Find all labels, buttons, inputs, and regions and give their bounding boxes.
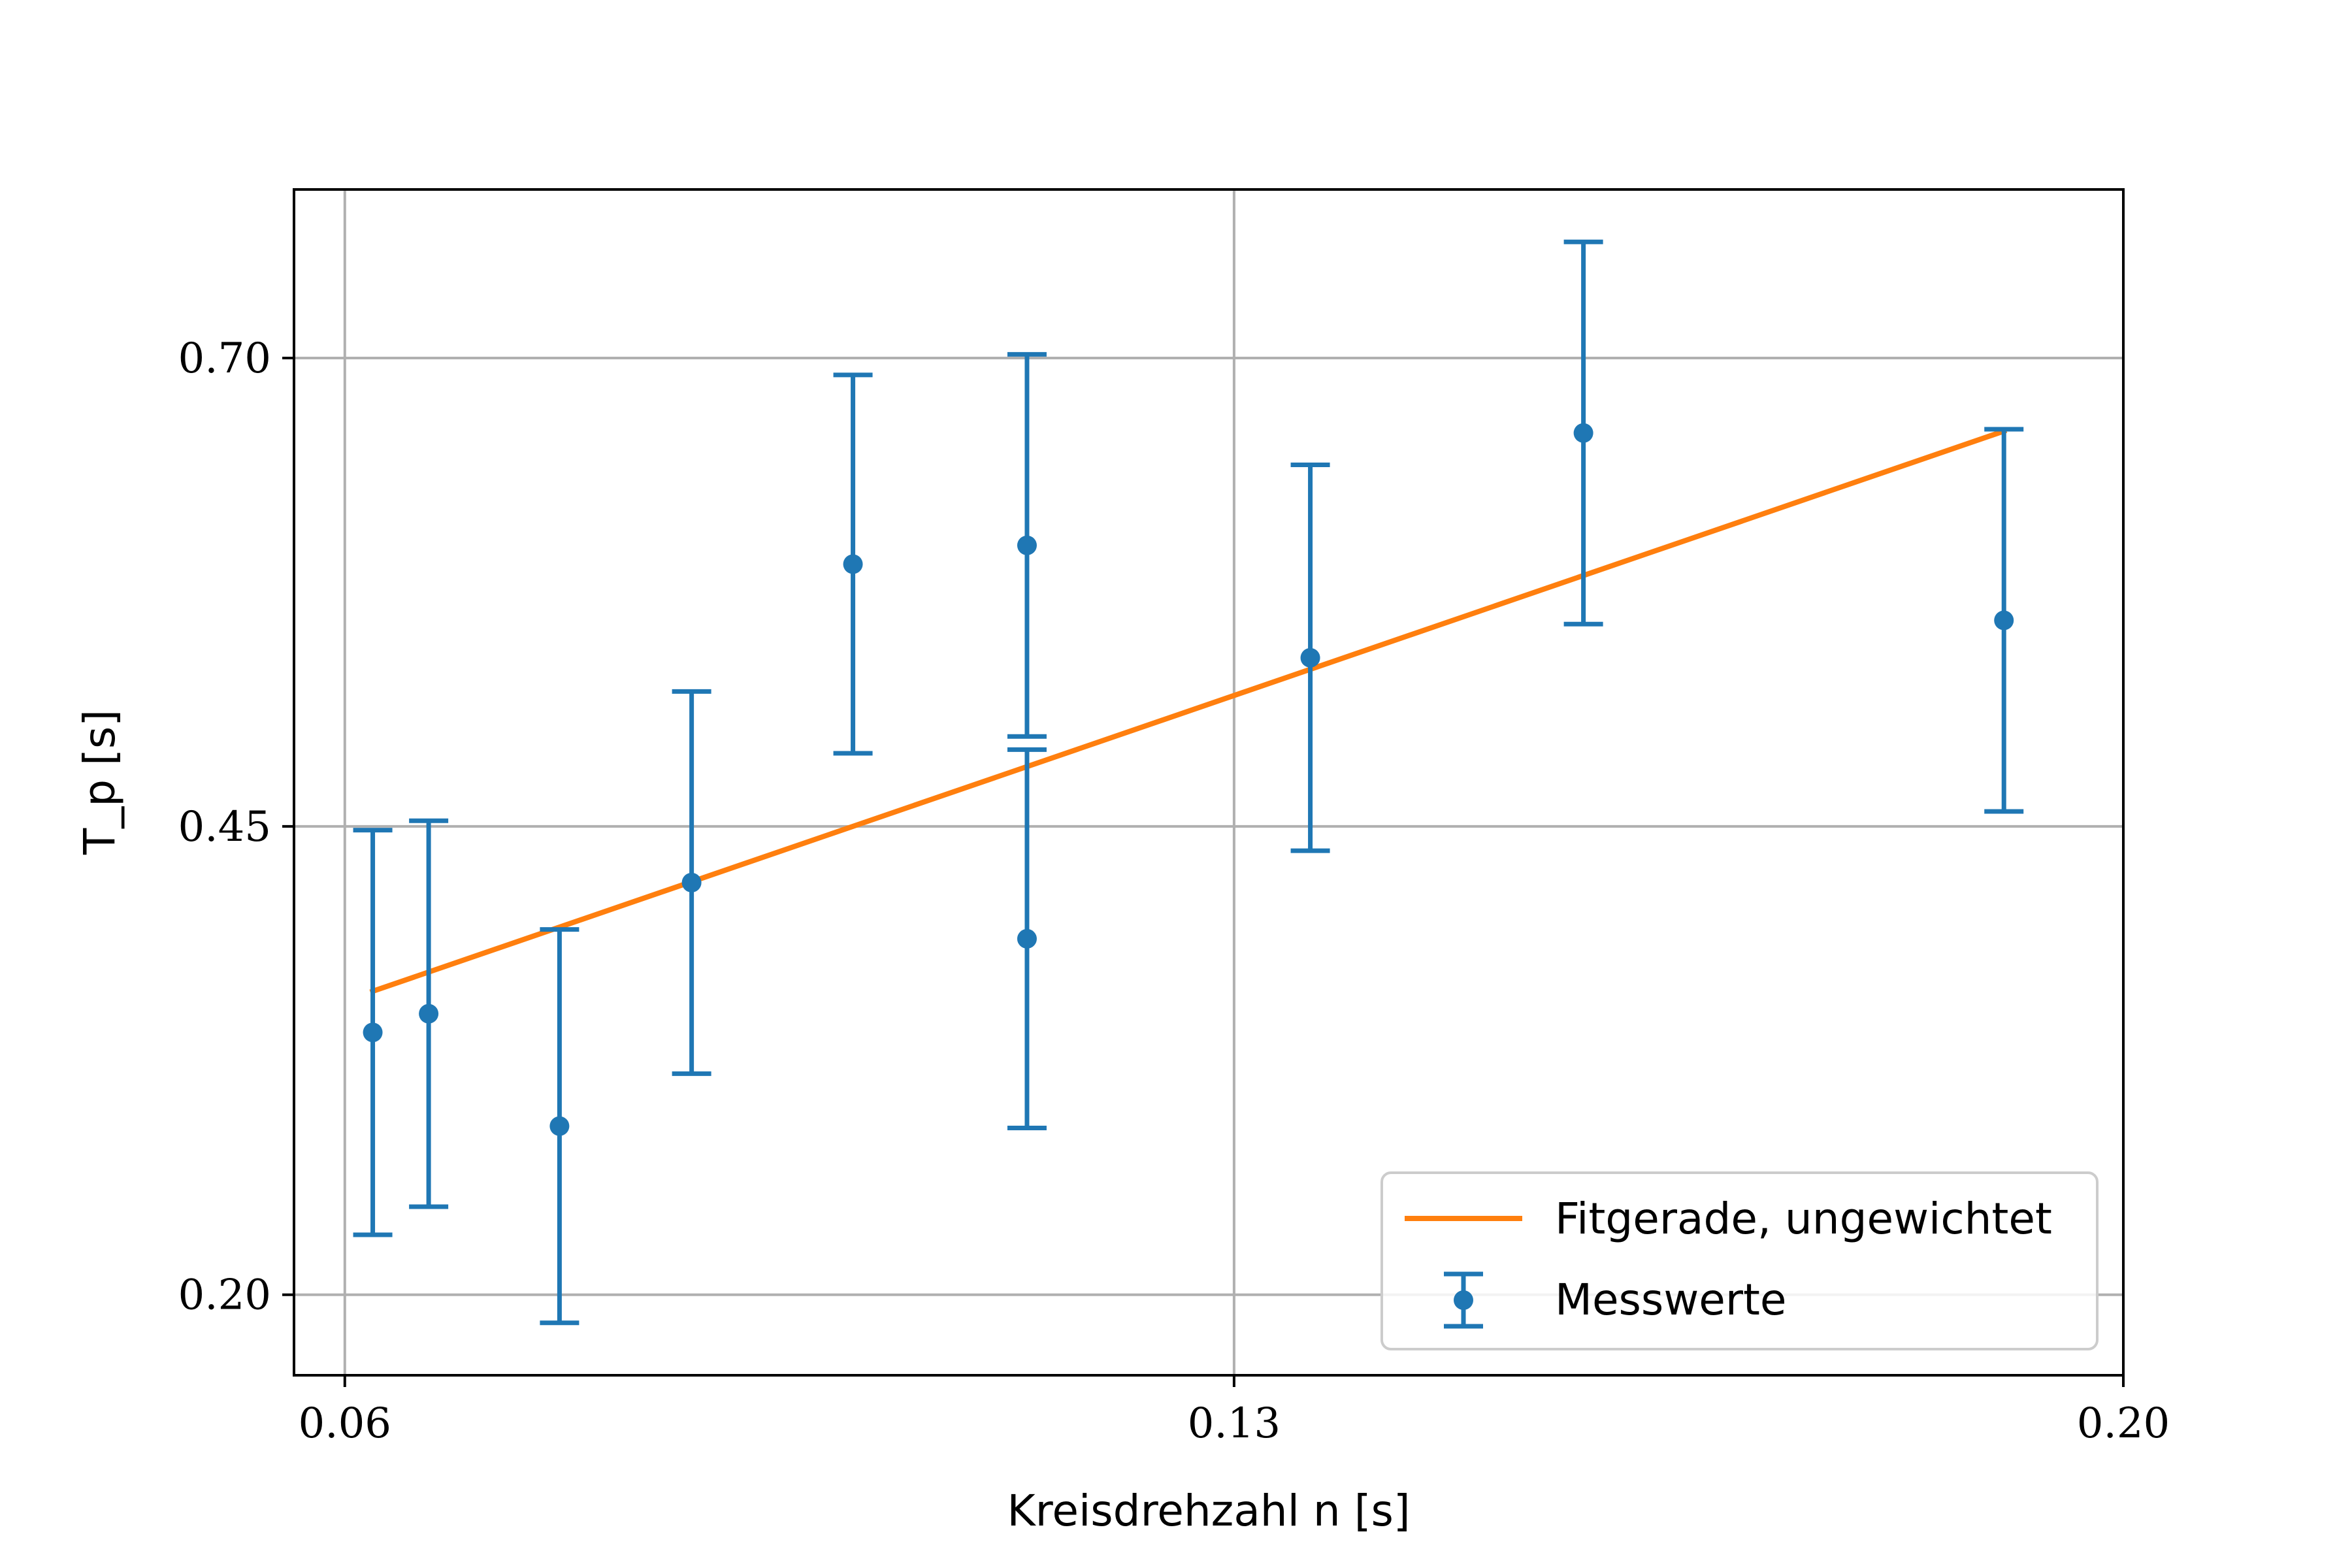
point-marker	[1994, 610, 2014, 630]
point-marker	[1017, 535, 1037, 555]
legend-point-marker	[1454, 1290, 1473, 1310]
point-marker	[1573, 423, 1593, 443]
x-tick-label: 0.20	[2077, 1399, 2170, 1448]
point-marker	[681, 872, 702, 892]
x-axis-label: Kreisdrehzahl n [s]	[1007, 1486, 1410, 1536]
fit-line	[369, 427, 2008, 995]
data-point	[1007, 747, 1047, 1131]
data-point	[1290, 462, 1330, 853]
point-marker	[843, 554, 863, 574]
legend-box	[1380, 1171, 2099, 1350]
x-tick-label: 0.13	[1188, 1399, 1281, 1448]
x-tick-label: 0.06	[299, 1399, 392, 1448]
y-axis-label: T_p [s]	[74, 710, 125, 855]
legend-fit-label: Fitgerade, ungewichtet	[1555, 1194, 2052, 1244]
data-point	[353, 828, 393, 1237]
y-tick-label: 0.20	[178, 1271, 272, 1320]
plot-frame	[293, 188, 2125, 1377]
x-axis-ticks: 0.06 0.13 0.20	[299, 1375, 2170, 1448]
data-point	[833, 372, 873, 756]
legend-points-label: Messwerte	[1555, 1275, 1787, 1325]
data-point	[1007, 351, 1047, 739]
data-point	[540, 927, 580, 1326]
y-tick-label: 0.70	[178, 335, 272, 383]
data-point	[409, 818, 449, 1209]
errorbar-series	[353, 239, 2024, 1326]
point-marker	[419, 1004, 439, 1024]
legend: Fitgerade, ungewichtet Messwerte	[1380, 1171, 2099, 1350]
point-marker	[549, 1116, 570, 1136]
y-axis-ticks: 0.20 0.45 0.70	[178, 335, 294, 1320]
data-point	[1563, 239, 1603, 627]
point-marker	[1300, 647, 1320, 668]
point-marker	[1017, 928, 1037, 949]
data-point	[1984, 427, 2024, 814]
y-tick-label: 0.45	[178, 803, 272, 851]
point-marker	[363, 1022, 383, 1043]
legend-point-swatch	[1444, 1271, 1483, 1329]
fit-line-group	[369, 427, 2008, 995]
data-point	[672, 689, 711, 1076]
